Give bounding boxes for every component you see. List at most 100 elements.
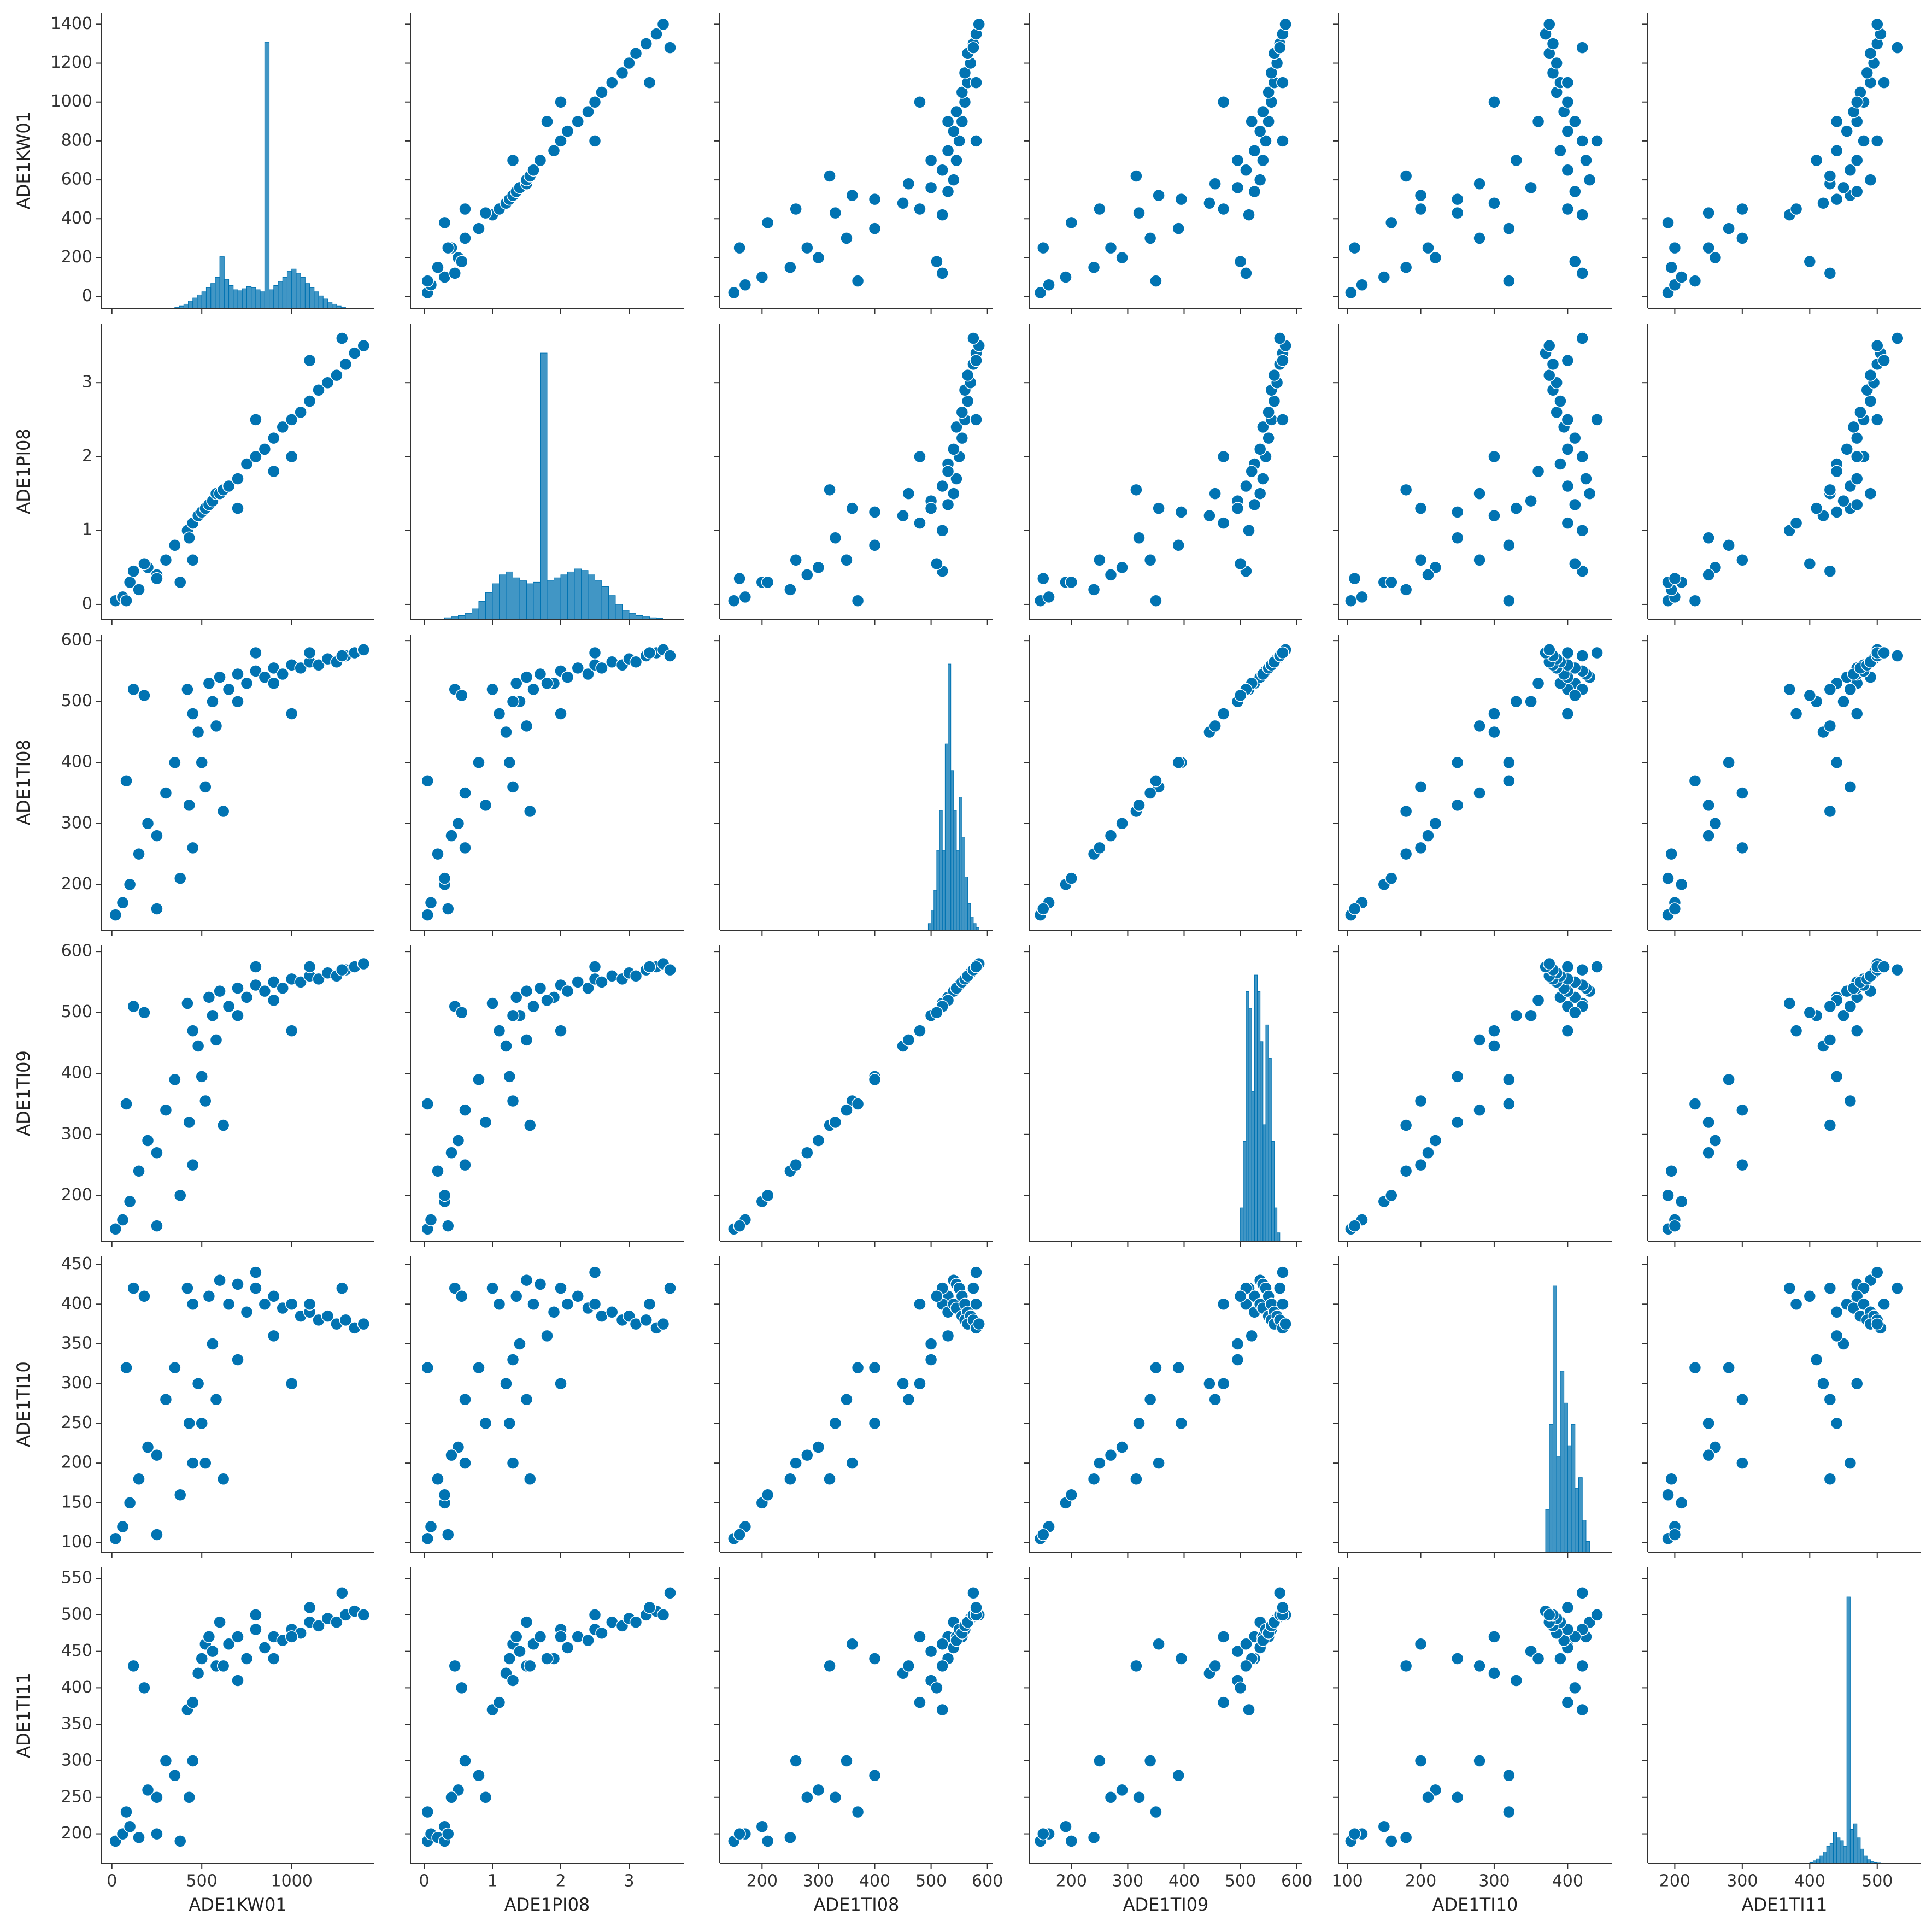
histogram-bar <box>1846 1596 1851 1864</box>
scatter-point <box>561 1297 574 1311</box>
scatter-point <box>1429 1134 1442 1147</box>
histogram-bar <box>948 663 952 931</box>
scatter-point <box>851 594 865 607</box>
scatter-point <box>336 332 349 345</box>
scatter-point <box>1231 1644 1244 1658</box>
scatter-point <box>1502 594 1516 607</box>
scatter-point <box>1554 395 1567 408</box>
scatter-point <box>202 1289 216 1303</box>
scatter-point <box>571 1289 584 1303</box>
scatter-point <box>1104 1448 1118 1462</box>
scatter-point <box>486 683 499 696</box>
scatter-point <box>801 568 814 581</box>
scatter-point <box>1850 1024 1864 1037</box>
scatter-point <box>1253 125 1267 138</box>
scatter-point <box>1172 1361 1185 1374</box>
scatter-point <box>1569 185 1582 198</box>
scatter-point <box>150 1827 163 1841</box>
scatter-point <box>554 1377 567 1390</box>
scatter-point <box>1422 568 1435 581</box>
scatter-point <box>955 115 969 128</box>
scatter-point <box>1087 1831 1101 1844</box>
scatter-point <box>913 1377 926 1390</box>
y-tick-label: 250 <box>61 1413 92 1432</box>
scatter-point <box>150 829 163 842</box>
scatter-point <box>199 1456 212 1470</box>
scatter-point <box>936 1637 949 1651</box>
scatter-point <box>303 354 316 367</box>
scatter-point <box>421 1532 434 1546</box>
histogram-bar <box>1816 1858 1821 1864</box>
scatter-point <box>1276 134 1289 148</box>
scatter-point <box>950 420 963 434</box>
scatter-point <box>789 554 802 567</box>
scatter-point <box>1473 1659 1486 1673</box>
scatter-point <box>970 960 983 973</box>
scatter-point <box>183 798 196 812</box>
scatter-point <box>1276 413 1289 426</box>
scatter-point <box>285 413 298 426</box>
histogram-bar <box>944 743 949 931</box>
x-tick-label: 300 <box>803 1872 834 1891</box>
scatter-point <box>1840 125 1853 138</box>
scatter-point <box>902 177 915 190</box>
scatter-point <box>173 575 187 589</box>
scatter-point <box>533 667 547 681</box>
scatter-point <box>1256 105 1270 119</box>
scatter-point <box>851 1805 865 1819</box>
scatter-point <box>733 572 746 585</box>
histogram-bar <box>1585 1541 1590 1553</box>
scatter-point <box>1531 115 1545 128</box>
scatter-point <box>840 1393 853 1406</box>
scatter-point <box>936 1703 949 1717</box>
histogram-bar <box>499 574 507 620</box>
scatter-point <box>1143 554 1157 567</box>
scatter-point <box>1561 1696 1575 1709</box>
scatter-point <box>1217 1297 1230 1311</box>
scatter-point <box>902 1393 915 1406</box>
scatter-point <box>941 498 955 512</box>
scatter-point <box>159 554 173 567</box>
scatter-point <box>845 1456 859 1470</box>
scatter-point <box>823 483 836 497</box>
scatter-point <box>1033 286 1047 299</box>
histogram-bar <box>224 279 230 309</box>
scatter-point <box>1175 1417 1188 1430</box>
y-tick-label: 600 <box>61 631 92 650</box>
scatter-point <box>801 241 814 255</box>
scatter-point <box>761 1189 774 1202</box>
scatter-point <box>1661 1488 1675 1502</box>
scatter-point <box>1172 539 1185 552</box>
scatter-point <box>1451 531 1464 544</box>
scatter-point <box>231 667 244 681</box>
scatter-point <box>186 1696 199 1709</box>
scatter-point <box>127 1659 140 1673</box>
scatter-point <box>588 960 602 973</box>
scatter-point <box>357 1317 371 1331</box>
scatter-point <box>276 982 289 995</box>
scatter-point <box>1152 1637 1165 1651</box>
scatter-point <box>1561 516 1575 530</box>
x-tick-label: 400 <box>859 1872 890 1891</box>
scatter-point <box>1803 1289 1817 1303</box>
scatter-point <box>348 346 361 360</box>
scatter-point <box>554 1630 567 1643</box>
scatter-point <box>1149 774 1162 788</box>
scatter-point <box>472 1361 485 1374</box>
scatter-point <box>639 37 653 50</box>
scatter-point <box>1175 192 1188 206</box>
scatter-point <box>1217 516 1230 530</box>
scatter-point <box>1414 1094 1428 1108</box>
scatter-point <box>1543 1608 1556 1622</box>
histogram-bar <box>1251 1091 1255 1242</box>
scatter-point <box>173 872 187 885</box>
histogram-bar <box>1552 1285 1557 1553</box>
scatter-point <box>431 1164 444 1178</box>
scatter-point <box>1850 185 1864 198</box>
histogram-bar <box>956 850 960 931</box>
scatter-point <box>231 982 244 995</box>
scatter-point <box>1830 144 1843 157</box>
scatter-point <box>459 1158 472 1172</box>
scatter-point <box>1451 192 1464 206</box>
scatter-point <box>1702 1146 1715 1160</box>
